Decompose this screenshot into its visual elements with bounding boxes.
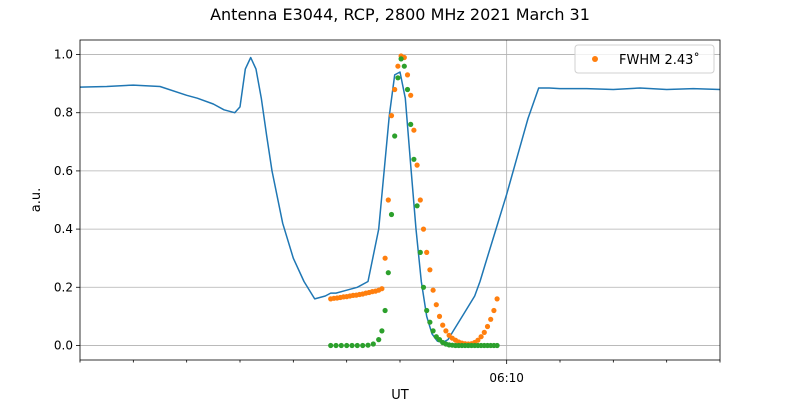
data-point-s2-5 (354, 342, 360, 349)
data-point-s2-11 (382, 307, 388, 314)
legend-marker-0 (592, 56, 598, 62)
data-point-s1-35 (440, 322, 446, 328)
data-point-s2-0 (328, 342, 334, 349)
data-point-s2-19 (408, 121, 414, 127)
data-point-s1-50 (488, 316, 494, 322)
data-point-s1-46 (475, 337, 481, 343)
data-point-s1-20 (392, 86, 398, 93)
data-point-s2-21 (414, 203, 420, 209)
data-point-s2-1 (333, 342, 339, 349)
data-point-s1-34 (436, 313, 443, 319)
data-point-s2-24 (424, 307, 430, 314)
chart-title: Antenna E3044, RCP, 2800 MHz 2021 March … (210, 5, 590, 24)
data-point-s1-24 (404, 72, 411, 78)
data-point-s2-20 (411, 156, 417, 162)
data-point-s2-18 (404, 86, 411, 93)
data-point-s1-19 (388, 113, 395, 119)
data-point-s1-36 (443, 328, 449, 334)
data-point-s1-25 (408, 92, 414, 98)
data-point-s2-4 (349, 342, 355, 349)
data-point-s1-28 (417, 197, 423, 203)
data-point-s2-3 (344, 342, 350, 349)
data-point-s1-51 (491, 307, 497, 314)
x-axis-label: UT (391, 388, 409, 400)
data-point-s1-21 (395, 63, 401, 69)
data-point-s2-46 (494, 342, 500, 349)
y-tick-label-5: 1.0 (54, 48, 73, 62)
data-point-s2-15 (395, 75, 401, 81)
grid-lines (80, 40, 720, 360)
y-tick-label-0: 0.0 (54, 338, 73, 352)
y-axis-label: a.u. (29, 188, 44, 212)
data-series (79, 53, 721, 349)
data-point-s2-22 (417, 249, 423, 255)
legend-label-0: FWHM 2.43˚ (619, 52, 700, 68)
data-point-s2-9 (376, 337, 382, 343)
axes: 0.0 0.2 0.4 0.6 0.8 1.0 06:10 (54, 39, 721, 385)
data-point-s2-26 (430, 328, 436, 334)
data-point-s1-47 (478, 334, 484, 340)
data-point-s2-16 (398, 56, 404, 62)
data-point-s1-16 (379, 286, 385, 292)
y-tick-label-2: 0.4 (54, 222, 73, 236)
data-point-s1-32 (430, 287, 436, 293)
data-point-s2-6 (360, 342, 366, 349)
data-point-s2-10 (379, 328, 385, 334)
data-point-s1-49 (484, 323, 491, 330)
data-point-s1-30 (424, 249, 430, 255)
data-point-s2-13 (388, 211, 395, 218)
data-point-s2-2 (338, 342, 344, 349)
data-point-s1-29 (420, 226, 427, 232)
data-point-s2-17 (401, 63, 407, 69)
data-point-s1-33 (433, 302, 439, 308)
x-tick-label-0: 06:10 (489, 371, 524, 385)
data-point-s1-48 (481, 329, 487, 335)
data-point-s1-26 (411, 127, 417, 133)
data-point-s2-23 (420, 284, 427, 290)
plot-frame (79, 39, 721, 361)
data-point-s1-31 (427, 267, 433, 273)
data-point-s2-8 (370, 341, 376, 347)
data-point-s1-52 (494, 296, 500, 302)
data-point-s1-17 (382, 255, 388, 261)
y-tick-label-3: 0.6 (54, 164, 73, 178)
data-point-s1-27 (414, 162, 420, 168)
data-point-s2-7 (365, 342, 371, 348)
y-tick-label-1: 0.2 (54, 280, 73, 294)
legend: FWHM 2.43˚ (574, 44, 715, 74)
data-point-s2-14 (392, 133, 398, 139)
legend-box (574, 44, 715, 74)
data-point-s1-18 (385, 197, 391, 203)
y-tick-label-4: 0.8 (54, 106, 73, 120)
data-point-s2-12 (385, 270, 391, 276)
data-point-s2-25 (427, 319, 433, 325)
series-line-0 (79, 56, 721, 344)
